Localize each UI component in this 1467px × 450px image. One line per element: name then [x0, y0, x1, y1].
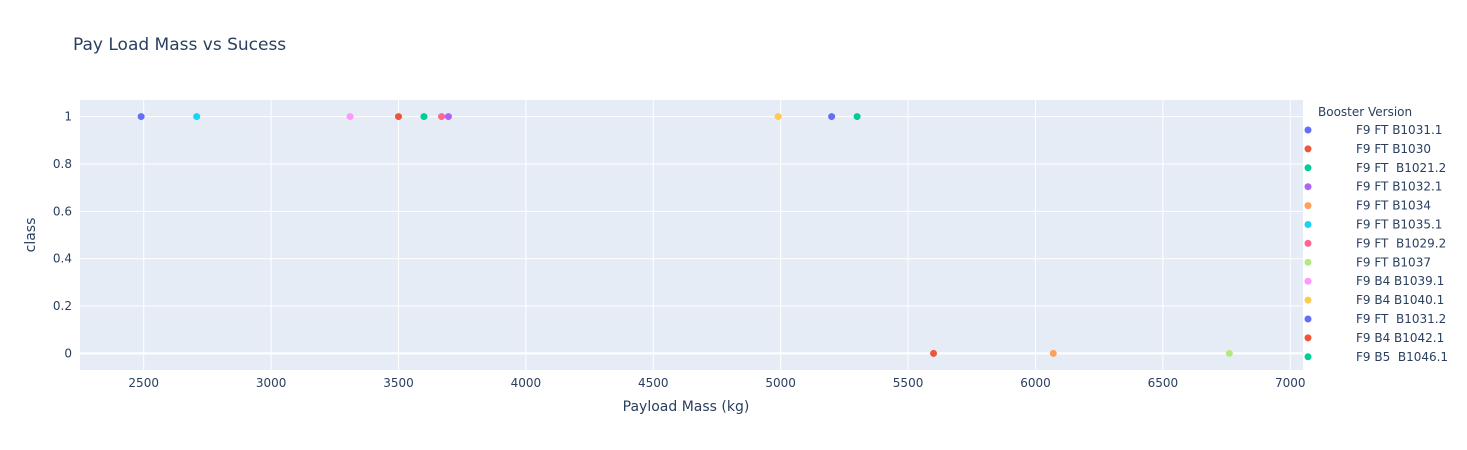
legend-label: F9 FT B1030 — [1356, 142, 1431, 156]
y-tick-label: 0.4 — [53, 252, 72, 266]
data-point[interactable] — [394, 113, 402, 121]
x-tick-label: 4000 — [511, 376, 542, 390]
x-tick-label: 2500 — [128, 376, 159, 390]
grid — [80, 100, 1303, 370]
legend-label: F9 FT B1034 — [1356, 199, 1431, 213]
legend-item[interactable]: F9 FT B1032.1 — [1304, 180, 1443, 194]
chart-title: Pay Load Mass vs Sucess — [73, 35, 286, 55]
legend-marker — [1304, 353, 1312, 361]
x-tick-label: 3000 — [256, 376, 287, 390]
legend-label: F9 B5 B1046.1 — [1356, 350, 1448, 364]
data-point[interactable] — [193, 113, 201, 121]
y-axis-title: class — [23, 218, 39, 253]
legend-marker — [1304, 315, 1312, 323]
data-point[interactable] — [1225, 349, 1233, 357]
data-point[interactable] — [828, 113, 836, 121]
y-tick-label: 1 — [64, 110, 72, 124]
legend-marker — [1304, 126, 1312, 134]
x-tick-label: 3500 — [383, 376, 414, 390]
x-tick-label: 7000 — [1275, 376, 1306, 390]
legend-marker — [1304, 277, 1312, 285]
data-points — [137, 113, 1233, 357]
data-point[interactable] — [137, 113, 145, 121]
data-point[interactable] — [930, 349, 938, 357]
legend-label: F9 B4 B1040.1 — [1356, 293, 1444, 307]
legend-item[interactable]: F9 B4 B1042.1 — [1304, 331, 1445, 345]
legend-marker — [1304, 221, 1312, 228]
x-tick-label: 5000 — [765, 376, 796, 390]
legend-item[interactable]: F9 FT B1034 — [1304, 199, 1431, 213]
legend-marker — [1304, 145, 1312, 153]
legend-item[interactable]: F9 FT B1029.2 — [1304, 236, 1447, 250]
y-tick-label: 0.8 — [53, 157, 72, 171]
legend-label: F9 FT B1031.1 — [1356, 123, 1442, 137]
legend-item[interactable]: F9 B5 B1046.1 — [1304, 350, 1449, 364]
legend-marker — [1304, 334, 1312, 342]
legend-title: Booster Version — [1318, 105, 1412, 119]
legend-marker — [1304, 239, 1312, 247]
x-axis-title: Payload Mass (kg) — [623, 399, 750, 415]
data-point[interactable] — [853, 113, 861, 121]
tick-labels: 2500 3000 3500 4000 4500 5000 5500 6000 6500 7000… — [53, 110, 1306, 390]
legend[interactable]: F9 FT B1031.1 F9 FT B1030 F9 FT B1021.2 F9 … — [1304, 123, 1449, 364]
legend-label: F9 FT B1029.2 — [1356, 236, 1446, 250]
data-point[interactable] — [346, 113, 354, 121]
data-point[interactable] — [420, 113, 428, 121]
legend-item[interactable]: F9 FT B1021.2 — [1304, 161, 1447, 175]
legend-marker — [1304, 183, 1312, 191]
legend-label: F9 B4 B1042.1 — [1356, 331, 1444, 345]
legend-label: F9 FT B1021.2 — [1356, 161, 1446, 175]
plot-area — [80, 100, 1303, 370]
data-point[interactable] — [438, 113, 446, 121]
legend-marker — [1304, 296, 1312, 304]
data-point[interactable] — [444, 113, 452, 121]
legend-item[interactable]: F9 FT B1031.2 — [1304, 312, 1447, 326]
legend-item[interactable]: F9 FT B1037 — [1304, 255, 1431, 269]
x-tick-label: 6500 — [1148, 376, 1179, 390]
legend-item[interactable]: F9 B4 B1039.1 — [1304, 274, 1445, 288]
legend-label: F9 FT B1031.2 — [1356, 312, 1446, 326]
legend-label: F9 FT B1037 — [1356, 255, 1431, 269]
y-tick-label: 0.2 — [53, 299, 72, 313]
legend-item[interactable]: F9 FT B1030 — [1304, 142, 1431, 156]
data-point[interactable] — [774, 113, 782, 121]
y-tick-label: 0 — [64, 346, 72, 360]
legend-item[interactable]: F9 B4 B1040.1 — [1304, 293, 1445, 307]
y-tick-label: 0.6 — [53, 204, 72, 218]
legend-item[interactable]: F9 FT B1031.1 — [1304, 123, 1443, 137]
legend-label: F9 B4 B1039.1 — [1356, 274, 1444, 288]
legend-marker — [1304, 258, 1312, 266]
legend-label: F9 FT B1032.1 — [1356, 180, 1442, 194]
legend-marker — [1304, 164, 1312, 172]
legend-item[interactable]: F9 FT B1035.1 — [1304, 218, 1443, 232]
x-tick-label: 6000 — [1020, 376, 1051, 390]
legend-marker — [1304, 202, 1312, 210]
x-tick-label: 4500 — [638, 376, 669, 390]
data-point[interactable] — [1049, 349, 1057, 357]
legend-label: F9 FT B1035.1 — [1356, 218, 1442, 232]
x-tick-label: 5500 — [893, 376, 924, 390]
